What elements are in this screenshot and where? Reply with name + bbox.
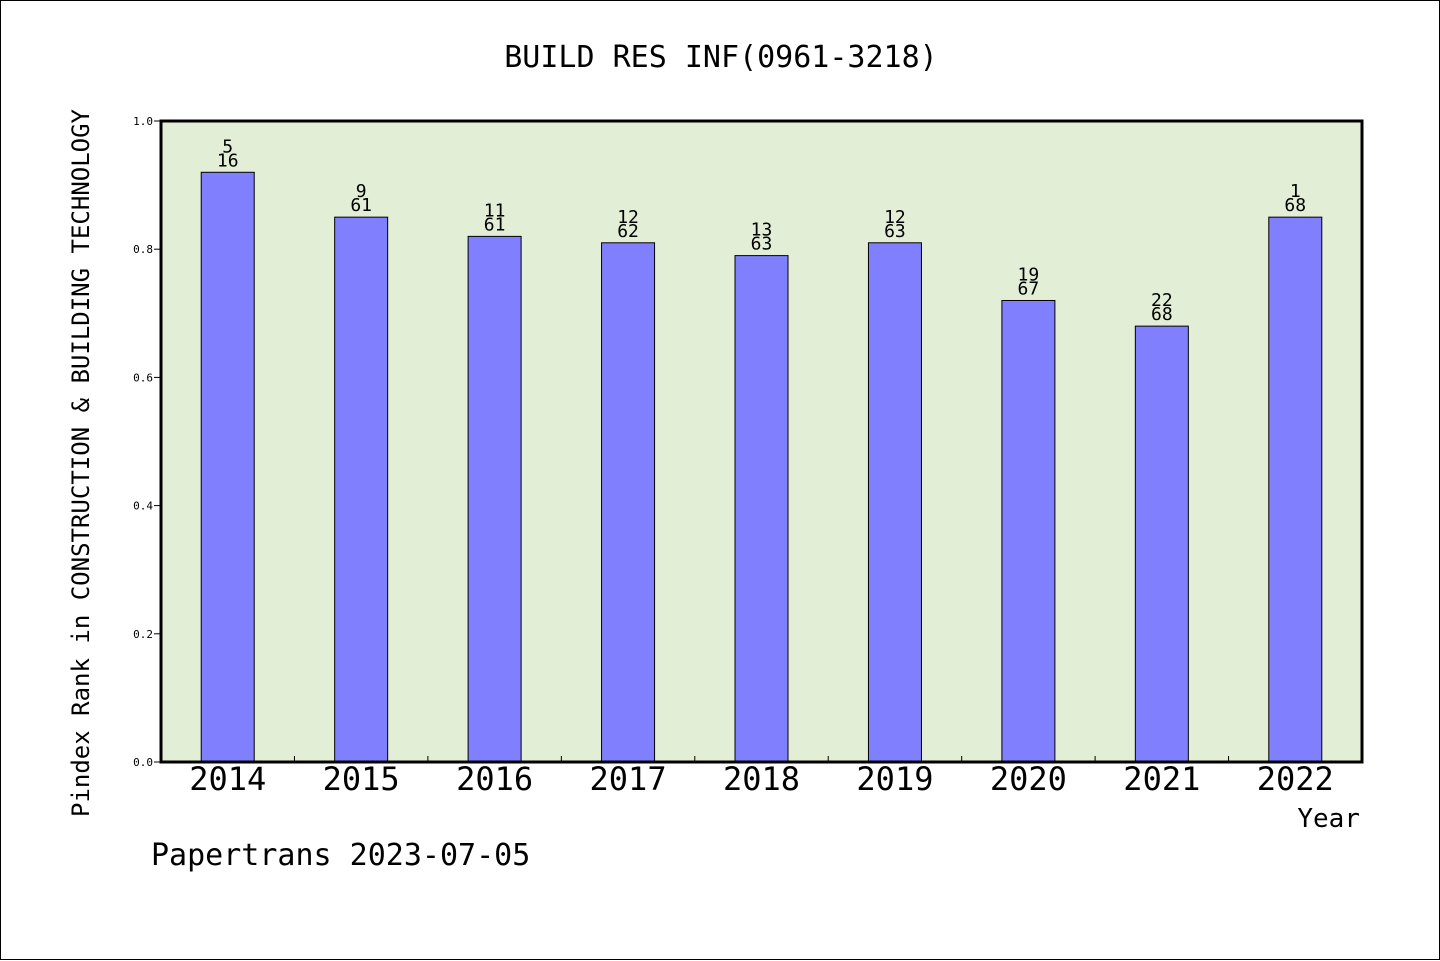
bar-2018 bbox=[734, 255, 789, 763]
total-label-2014: 16 bbox=[217, 150, 239, 171]
plot-border bbox=[159, 119, 1364, 764]
x-tick-label-2021: 2021 bbox=[1123, 760, 1200, 798]
rank-label-2022: 1 bbox=[1290, 181, 1301, 202]
rank-label-2018: 13 bbox=[751, 220, 773, 241]
rank-label-2017: 12 bbox=[617, 207, 639, 228]
chart-title: BUILD RES INF(0961-3218) bbox=[504, 40, 937, 75]
y-tick-label-0.0: 0.0 bbox=[133, 756, 153, 769]
bar-2016 bbox=[467, 235, 522, 763]
y-tick-label-0.6: 0.6 bbox=[133, 371, 153, 384]
x-tick-label-2017: 2017 bbox=[590, 760, 667, 798]
source-footer: Papertrans 2023-07-05 bbox=[151, 838, 530, 873]
x-tick-label-2018: 2018 bbox=[723, 760, 800, 798]
rank-label-2015: 9 bbox=[356, 181, 367, 202]
bar-2022 bbox=[1268, 216, 1323, 763]
y-tick-label-0.2: 0.2 bbox=[133, 628, 153, 641]
x-tick-label-2015: 2015 bbox=[323, 760, 400, 798]
total-label-2021: 68 bbox=[1151, 304, 1173, 325]
rank-label-2016: 11 bbox=[484, 200, 506, 221]
x-tick-label-2022: 2022 bbox=[1257, 760, 1334, 798]
total-label-2016: 61 bbox=[484, 214, 506, 235]
bar-2014 bbox=[200, 171, 255, 763]
bar-2021 bbox=[1134, 325, 1189, 763]
x-tick-label-2020: 2020 bbox=[990, 760, 1067, 798]
total-label-2017: 62 bbox=[617, 221, 639, 242]
total-label-2020: 67 bbox=[1018, 278, 1040, 299]
y-tick-label-0.8: 0.8 bbox=[133, 243, 153, 256]
rank-label-2019: 12 bbox=[884, 207, 906, 228]
x-axis-label: Year bbox=[1297, 804, 1360, 834]
bar-2019 bbox=[867, 242, 922, 763]
rank-label-2020: 19 bbox=[1018, 264, 1040, 285]
total-label-2022: 68 bbox=[1284, 195, 1306, 216]
total-label-2015: 61 bbox=[350, 195, 372, 216]
bar-2017 bbox=[601, 242, 656, 763]
bar-2020 bbox=[1001, 299, 1056, 763]
rank-label-2021: 22 bbox=[1151, 290, 1173, 311]
y-tick-label-1.0: 1.0 bbox=[133, 115, 153, 128]
total-label-2019: 63 bbox=[884, 221, 906, 242]
x-tick-label-2016: 2016 bbox=[456, 760, 533, 798]
total-label-2018: 63 bbox=[751, 234, 773, 255]
x-tick-label-2019: 2019 bbox=[856, 760, 933, 798]
y-axis-label: Pindex Rank in CONSTRUCTION & BUILDING T… bbox=[67, 108, 95, 817]
bar-2015 bbox=[334, 216, 389, 763]
x-tick-label-2014: 2014 bbox=[189, 760, 266, 798]
y-tick-label-0.4: 0.4 bbox=[133, 500, 153, 513]
rank-label-2014: 5 bbox=[222, 136, 233, 157]
